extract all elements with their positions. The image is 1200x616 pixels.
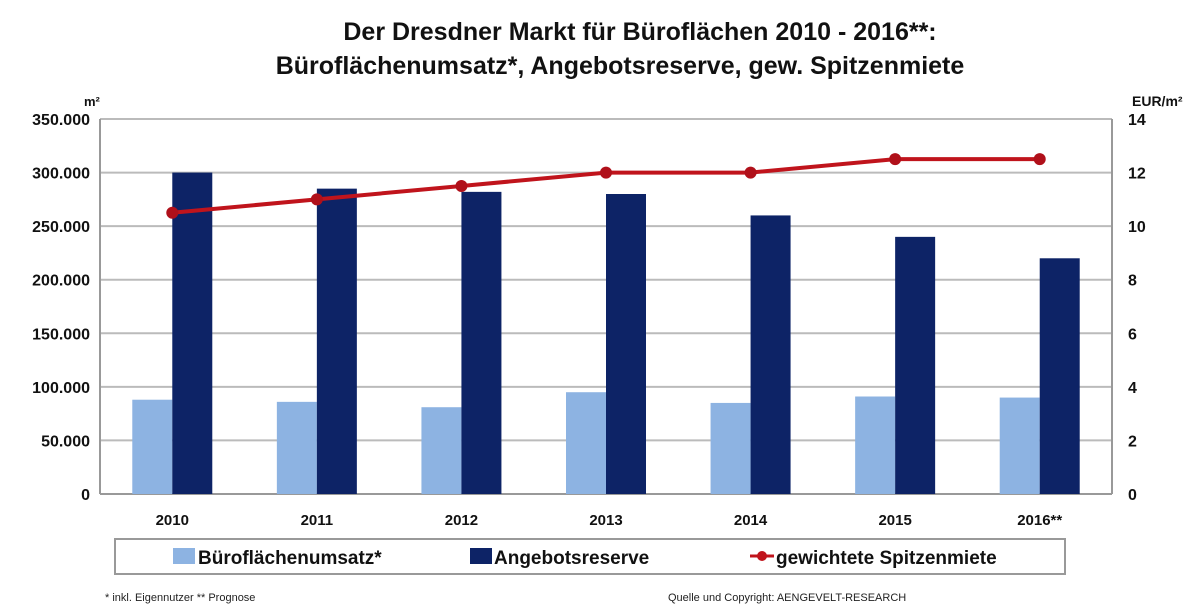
point-spitzenmiete [166,206,179,219]
x-tick-label: 2012 [445,512,478,529]
x-tick-label: 2016** [1017,512,1062,529]
y-tick-label-right: 6 [1128,326,1137,343]
bar-angebotsreserve [461,191,502,494]
y-tick-label-left: 250.000 [32,219,90,236]
y-tick-label-right: 0 [1128,487,1137,504]
left-axis-unit: m² [84,94,101,109]
legend-box [114,538,1066,575]
y-tick-label-right: 10 [1128,219,1146,236]
x-tick-label: 2014 [734,512,768,529]
point-spitzenmiete [744,166,757,179]
legend-swatch-angebotsreserve [470,548,492,564]
legend: Büroflächenumsatz* Angebotsreserve gewic… [114,538,1066,575]
legend-marker-spitzenmiete [757,551,767,561]
point-spitzenmiete [455,179,468,192]
x-tick-label: 2013 [589,512,622,529]
point-spitzenmiete [600,166,612,179]
point-spitzenmiete [310,193,323,206]
y-tick-label-left: 300.000 [32,166,90,183]
x-tick-label: 2010 [156,512,189,529]
legend-swatch-umsatz [173,548,195,564]
bar-angebotsreserve [606,194,646,494]
point-spitzenmiete [889,153,902,166]
bar-angebotsreserve [172,172,213,495]
bar-bueroflaechenumsatz [276,401,317,494]
x-tick-label: 2011 [301,512,334,529]
bar-bueroflaechenumsatz [421,407,462,494]
bar-angebotsreserve [750,215,791,494]
bar-angebotsreserve [895,236,936,494]
bar-bueroflaechenumsatz [132,399,173,494]
legend-label-spitzenmiete: gewichtete Spitzenmiete [776,548,997,569]
y-tick-label-left: 0 [81,487,90,504]
right-axis-unit: EUR/m² [1132,93,1183,109]
point-spitzenmiete [1033,153,1046,166]
chart-subtitle: Büroflächenumsatz*, Angebotsreserve, gew… [276,52,965,80]
legend-label-umsatz: Büroflächenumsatz* [198,548,382,569]
y-tick-label-left: 50.000 [41,433,90,450]
bar-bueroflaechenumsatz [566,392,606,494]
source-credit: Quelle und Copyright: AENGEVELT-RESEARCH [668,592,906,604]
bar-angebotsreserve [316,188,357,494]
y-tick-label-right: 2 [1128,433,1137,450]
y-tick-label-right: 12 [1128,166,1146,183]
y-tick-label-left: 200.000 [32,273,90,290]
chart-title: Der Dresdner Markt für Büroflächen 2010 … [343,18,936,46]
y-tick-label-left: 150.000 [32,326,90,343]
y-tick-label-left: 350.000 [32,112,90,129]
y-tick-label-left: 100.000 [32,380,90,397]
y-tick-label-right: 4 [1128,380,1137,397]
x-tick-label: 2015 [878,512,911,529]
y-tick-label-right: 14 [1128,112,1146,129]
legend-label-angebotsreserve: Angebotsreserve [494,548,649,569]
bar-bueroflaechenumsatz [710,402,751,494]
bar-bueroflaechenumsatz [999,397,1040,494]
bar-bueroflaechenumsatz [855,396,896,494]
bar-angebotsreserve [1039,258,1080,494]
footnote: * inkl. Eigennutzer ** Prognose [105,592,255,604]
y-tick-label-right: 8 [1128,273,1137,290]
